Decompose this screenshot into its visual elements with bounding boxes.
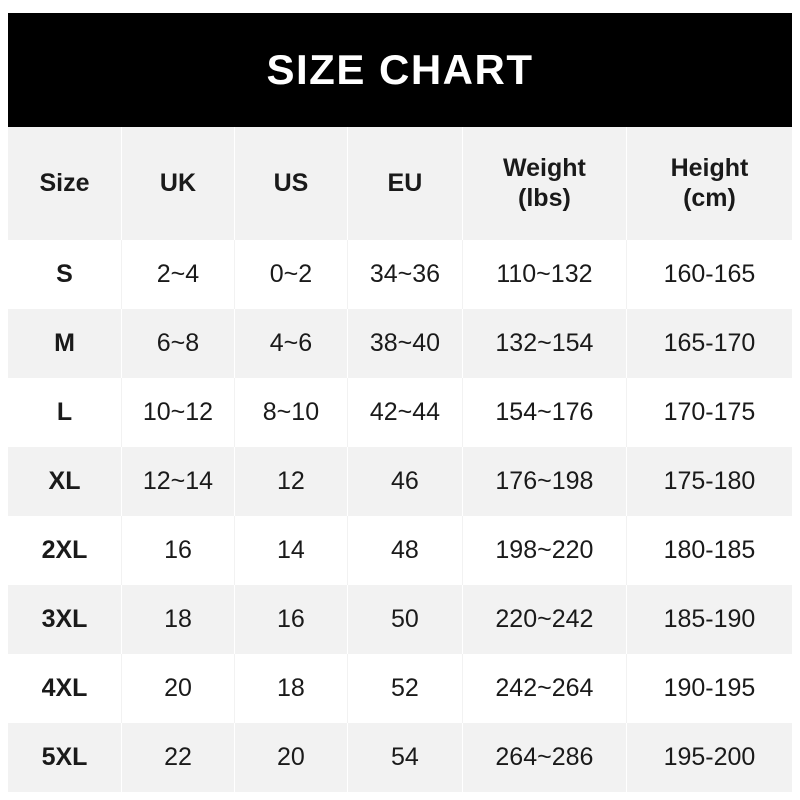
table-row: 3XL 18 16 50 220~242 185-190 [8,585,792,654]
table-body: S 2~4 0~2 34~36 110~132 160-165 M 6~8 4~… [8,240,792,792]
cell-uk: 22 [121,723,235,792]
table-row: 2XL 16 14 48 198~220 180-185 [8,516,792,585]
column-header-eu: EU [347,127,463,240]
column-header-us-label: US [273,168,309,197]
cell-uk: 10~12 [121,378,235,447]
cell-height: 180-185 [626,516,792,585]
cell-uk: 16 [121,516,235,585]
cell-uk: 2~4 [121,240,235,309]
cell-weight: 176~198 [462,447,627,516]
cell-height: 175-180 [626,447,792,516]
cell-eu: 52 [347,654,463,723]
cell-weight: 220~242 [462,585,627,654]
cell-size: 5XL [8,723,122,792]
table-header: Size UK US EU Weight (lbs) Height (cm) [8,127,792,240]
column-header-height: Height (cm) [626,127,792,240]
table-header-row: Size UK US EU Weight (lbs) Height (cm) [8,127,792,240]
cell-weight: 242~264 [462,654,627,723]
column-header-weight: Weight (lbs) [462,127,627,240]
cell-us: 14 [234,516,348,585]
cell-height: 160-165 [626,240,792,309]
cell-eu: 54 [347,723,463,792]
column-header-uk-label: UK [159,168,197,197]
column-header-eu-label: EU [387,168,423,197]
cell-size: XL [8,447,122,516]
table-row: S 2~4 0~2 34~36 110~132 160-165 [8,240,792,309]
cell-us: 20 [234,723,348,792]
cell-us: 0~2 [234,240,348,309]
table-row: M 6~8 4~6 38~40 132~154 165-170 [8,309,792,378]
cell-height: 185-190 [626,585,792,654]
table-row: 5XL 22 20 54 264~286 195-200 [8,723,792,792]
cell-weight: 154~176 [462,378,627,447]
cell-us: 16 [234,585,348,654]
cell-uk: 12~14 [121,447,235,516]
cell-size: 2XL [8,516,122,585]
cell-us: 4~6 [234,309,348,378]
cell-us: 12 [234,447,348,516]
table-row: L 10~12 8~10 42~44 154~176 170-175 [8,378,792,447]
cell-us: 18 [234,654,348,723]
cell-height: 170-175 [626,378,792,447]
title-banner: SIZE CHART [8,13,792,127]
cell-eu: 42~44 [347,378,463,447]
cell-eu: 50 [347,585,463,654]
cell-uk: 6~8 [121,309,235,378]
cell-uk: 20 [121,654,235,723]
cell-weight: 110~132 [462,240,627,309]
cell-size: L [8,378,122,447]
page-title: SIZE CHART [266,46,534,93]
column-header-weight-label: Weight [502,154,586,182]
cell-eu: 46 [347,447,463,516]
column-header-height-label: Height [670,154,749,182]
cell-us: 8~10 [234,378,348,447]
cell-uk: 18 [121,585,235,654]
cell-size: M [8,309,122,378]
column-header-height-unit: (cm) [683,183,736,212]
column-header-size: Size [8,127,122,240]
cell-size: 3XL [8,585,122,654]
cell-eu: 38~40 [347,309,463,378]
cell-size: S [8,240,122,309]
cell-size: 4XL [8,654,122,723]
cell-height: 165-170 [626,309,792,378]
cell-weight: 132~154 [462,309,627,378]
column-header-us: US [234,127,348,240]
cell-eu: 48 [347,516,463,585]
size-chart-table: Size UK US EU Weight (lbs) Height (cm) [8,127,792,792]
cell-eu: 34~36 [347,240,463,309]
column-header-uk: UK [121,127,235,240]
table-row: 4XL 20 18 52 242~264 190-195 [8,654,792,723]
column-header-size-label: Size [39,168,90,197]
cell-weight: 264~286 [462,723,627,792]
column-header-weight-unit: (lbs) [518,183,571,212]
cell-height: 190-195 [626,654,792,723]
cell-weight: 198~220 [462,516,627,585]
table-row: XL 12~14 12 46 176~198 175-180 [8,447,792,516]
cell-height: 195-200 [626,723,792,792]
